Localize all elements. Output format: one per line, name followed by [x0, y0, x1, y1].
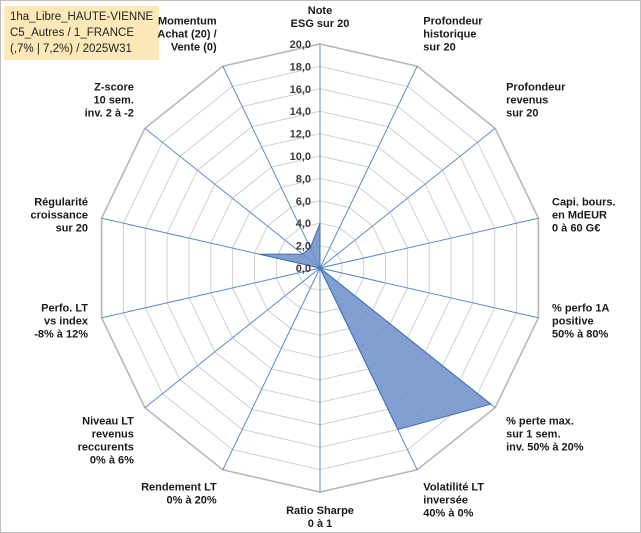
axis-label-line: 40% à 0%	[423, 507, 473, 519]
title-line-2: C5_Autres / 1_FRANCE	[10, 27, 134, 39]
axis-label-line: croissance	[31, 210, 88, 222]
axis-label-line: Rendement LT	[141, 481, 217, 493]
axis-label: Z-score 10 sem. inv. 2 à -2	[85, 82, 134, 120]
axis-label-line: Régularité	[34, 197, 88, 209]
radial-tick-label: 8,0	[296, 173, 311, 185]
axis-label-line: 50% à 80%	[552, 329, 608, 341]
axis-label-line: ESG sur 20	[291, 18, 350, 30]
axis-label-line: 0 à 1	[308, 518, 332, 530]
radial-tick-label: 18,0	[290, 61, 311, 73]
axis-label-line: inv. 2 à -2	[85, 108, 134, 120]
title-line-1: 1ha_Libre_HAUTE-VIENNE	[10, 11, 154, 23]
axis-label-line: Capi. bours.	[552, 197, 616, 209]
axis-label-line: en MdEUR	[552, 210, 607, 222]
axis-label-line: Niveau LT	[82, 415, 134, 427]
axis-label-line: Vente (0)	[171, 42, 217, 54]
axis-label: Profondeur revenus sur 20	[506, 82, 566, 120]
axis-label-line: Achat (20) /	[157, 29, 216, 41]
axis-label-line: sur 20	[506, 108, 538, 120]
axis-label: Volatilité LT inversée 40% à 0%	[423, 481, 484, 519]
axis-spoke	[319, 217, 539, 269]
axis-label-line: reccurents	[78, 441, 134, 453]
axis-label: Profondeur historique sur 20	[423, 16, 483, 54]
axis-label-line: % perfo 1A	[552, 303, 610, 315]
axis-label-line: Z-score	[94, 82, 134, 94]
axis-label-line: Momentum	[158, 16, 217, 28]
axis-label: Ratio Sharpe 0 à 1	[286, 505, 354, 530]
axis-label-line: Note	[308, 5, 332, 17]
axis-spoke	[101, 267, 321, 319]
radial-tick-label: 4,0	[296, 218, 311, 230]
radial-tick-label: 10,0	[290, 151, 311, 163]
axis-label: Rendement LT 0% à 20%	[141, 481, 217, 506]
axis-label-line: Profondeur	[423, 16, 483, 28]
axis-label-line: historique	[423, 29, 476, 41]
axis-label-line: revenus	[92, 428, 134, 440]
axis-spoke	[319, 267, 539, 319]
chart-title-box: 1ha_Libre_HAUTE-VIENNE C5_Autres / 1_FRA…	[4, 6, 160, 60]
axis-label-line: % perte max.	[506, 415, 574, 427]
series-area	[259, 223, 492, 431]
axis-spoke	[144, 127, 321, 269]
axis-label-line: Ratio Sharpe	[286, 505, 354, 517]
axis-label-line: positive	[552, 316, 594, 328]
axis-label-line: sur 20	[423, 42, 455, 54]
axis-spoke	[319, 127, 496, 269]
title-line-3: (,7% | 7,2%) / 2025W31	[10, 43, 132, 55]
axis-label-line: 0% à 20%	[167, 494, 217, 506]
axis-label-line: revenus	[506, 95, 548, 107]
axis-spoke	[222, 267, 321, 470]
axis-label-line: inversée	[423, 494, 468, 506]
axis-label: Perfo. LT vs index -8% à 12%	[34, 303, 89, 341]
radial-tick-label: 16,0	[290, 84, 311, 96]
axis-label-line: 10 sem.	[94, 95, 134, 107]
axis-label: Régularité croissance sur 20	[31, 197, 88, 235]
radial-tick-label: 6,0	[296, 196, 311, 208]
axis-label: Niveau LT revenus reccurents 0% à 6%	[78, 415, 135, 466]
radial-tick-label: 14,0	[290, 106, 311, 118]
axis-label-line: Profondeur	[506, 82, 566, 94]
axis-label-line: -8% à 12%	[34, 329, 88, 341]
radial-tick-label: 2,0	[296, 241, 311, 253]
axis-label-line: Perfo. LT	[41, 303, 88, 315]
axis-spoke	[319, 66, 418, 269]
axis-label: % perfo 1A positive 50% à 80%	[552, 303, 610, 341]
axis-label: Momentum Achat (20) / Vente (0)	[157, 16, 217, 54]
axis-label: Note ESG sur 20	[291, 5, 350, 30]
axis-label-line: 0 à 60 G€	[552, 223, 600, 235]
axis-spoke	[144, 267, 321, 409]
axis-label-line: 0% à 6%	[90, 454, 134, 466]
axis-spoke	[222, 66, 321, 269]
axis-label-line: Volatilité LT	[423, 481, 484, 493]
axis-label-line: inv. 50% à 20%	[506, 441, 584, 453]
radial-tick-label: 12,0	[290, 129, 311, 141]
axis-label-line: sur 20	[56, 223, 88, 235]
axis-label: Capi. bours. en MdEUR 0 à 60 G€	[552, 197, 616, 235]
axis-label-line: sur 1 sem.	[506, 428, 560, 440]
radial-tick-label: 20,0	[290, 39, 311, 51]
radial-tick-label: 0,0	[296, 263, 311, 275]
axis-label-line: vs index	[44, 316, 89, 328]
axis-label: % perte max. sur 1 sem. inv. 50% à 20%	[506, 415, 584, 453]
